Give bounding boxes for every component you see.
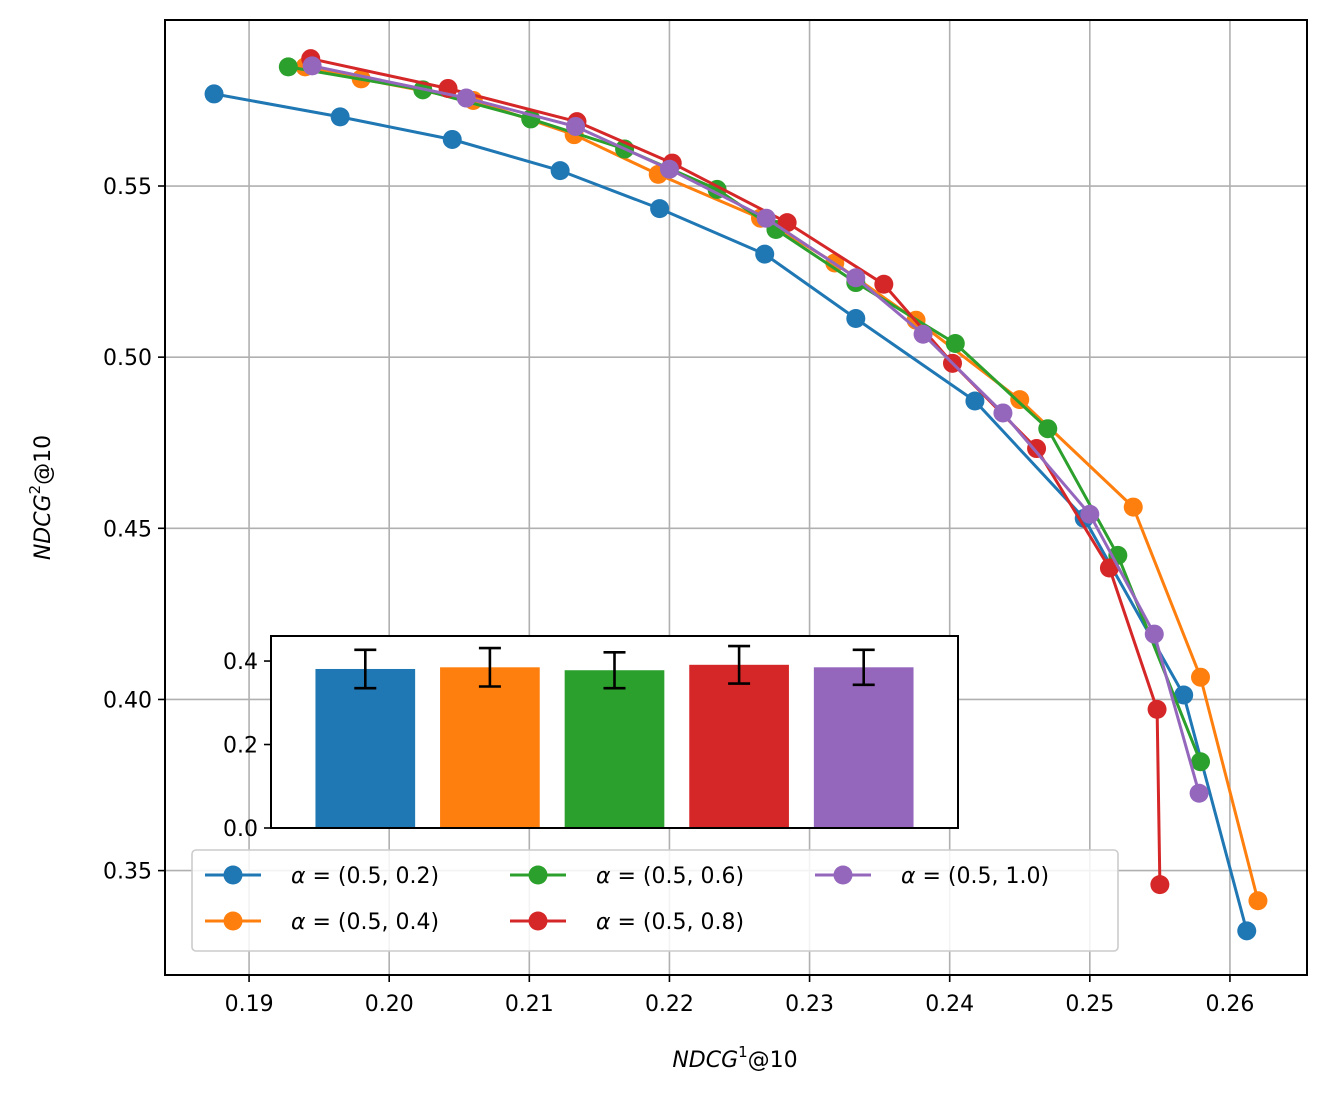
bar (813, 667, 914, 828)
data-point (1027, 439, 1047, 459)
legend-label: α = (0.5, 0.8) (596, 910, 744, 935)
main-line-chart: 0.19 0.20 0.21 0.22 0.23 0.24 0.25 0.260.350.40… (26, 19, 1308, 1073)
data-point (659, 159, 679, 179)
legend-label: α = (0.5, 0.6) (596, 864, 744, 889)
inset-frame (270, 635, 959, 829)
data-point (566, 116, 586, 136)
inset-y-tick-label: 0.4 (223, 650, 258, 675)
legend-entry: α = (0.5, 0.2) (205, 864, 439, 889)
data-point (846, 308, 866, 328)
legend-marker (223, 911, 243, 931)
bar (689, 664, 789, 828)
error-bar (354, 648, 377, 690)
data-point (1248, 891, 1268, 911)
y-tick-label: 0.50 (103, 346, 152, 371)
legend: α = (0.5, 0.2) α = (0.5, 0.4) α = (0.5, 0.… (191, 849, 1119, 952)
inset-y-tick-label: 0.2 (223, 734, 258, 759)
legend-entry: α = (0.5, 0.6) (510, 864, 744, 889)
data-point (1038, 419, 1058, 439)
data-point (1174, 685, 1194, 705)
data-point (550, 161, 570, 181)
inset-bar-chart: 0.0 0.2 0.4 (223, 635, 959, 842)
data-point (993, 403, 1013, 423)
data-point (330, 107, 350, 127)
data-point (913, 324, 933, 344)
data-point (1144, 624, 1164, 644)
legend-label: α = (0.5, 1.0) (901, 864, 1049, 889)
legend-entry: α = (0.5, 1.0) (815, 864, 1049, 889)
data-point (302, 56, 322, 76)
x-tick-label: 0.26 (1205, 992, 1254, 1017)
series-5 (302, 56, 1209, 803)
x-tick-label: 0.21 (505, 992, 554, 1017)
y-tick-label: 0.45 (103, 517, 152, 542)
bar (440, 667, 540, 828)
data-point (945, 333, 965, 353)
x-tick-label: 0.25 (1065, 992, 1114, 1017)
legend-entry: α = (0.5, 0.8) (510, 910, 744, 935)
legend-box (191, 849, 1119, 952)
y-tick-label: 0.40 (103, 688, 152, 713)
error-bar (603, 650, 626, 690)
data-point (1099, 558, 1119, 578)
data-point (1191, 752, 1211, 772)
data-point (1191, 667, 1211, 687)
data-point (755, 244, 775, 264)
x-tick-label: 0.22 (645, 992, 694, 1017)
legend-marker (223, 865, 243, 885)
y-axis-label: NDCG2@10 (26, 435, 56, 560)
y-tick-label: 0.55 (103, 175, 152, 200)
legend-marker (528, 865, 548, 885)
error-bar (728, 644, 751, 685)
data-point (846, 268, 866, 288)
data-point (204, 84, 224, 104)
data-point (1150, 875, 1170, 895)
data-point (1010, 390, 1030, 410)
x-tick-label: 0.19 (225, 992, 274, 1017)
data-point (278, 57, 298, 77)
legend-label: α = (0.5, 0.2) (291, 864, 439, 889)
legend-entry: α = (0.5, 0.4) (205, 910, 439, 935)
data-point (442, 129, 462, 149)
data-point (1080, 504, 1100, 524)
y-tick-label: 0.35 (103, 860, 152, 885)
data-point (965, 391, 985, 411)
bar (315, 668, 416, 828)
inset-y-tick-label: 0.0 (223, 817, 258, 842)
x-tick-label: 0.20 (365, 992, 414, 1017)
x-tick-label: 0.24 (925, 992, 974, 1017)
data-point (1123, 497, 1143, 517)
data-point (874, 274, 894, 294)
data-point (650, 199, 670, 219)
data-point (1237, 921, 1257, 941)
error-bar (852, 648, 875, 687)
legend-marker (528, 911, 548, 931)
plot-frame (164, 19, 1308, 976)
x-tick-label: 0.23 (785, 992, 834, 1017)
data-point (456, 88, 476, 108)
bar (564, 670, 665, 828)
error-bar (478, 646, 501, 688)
data-point (1147, 699, 1167, 719)
legend-label: α = (0.5, 0.4) (291, 910, 439, 935)
legend-marker (833, 865, 853, 885)
data-point (756, 208, 776, 228)
data-point (1189, 783, 1209, 803)
x-axis-label: NDCG1@10 (672, 1043, 797, 1073)
